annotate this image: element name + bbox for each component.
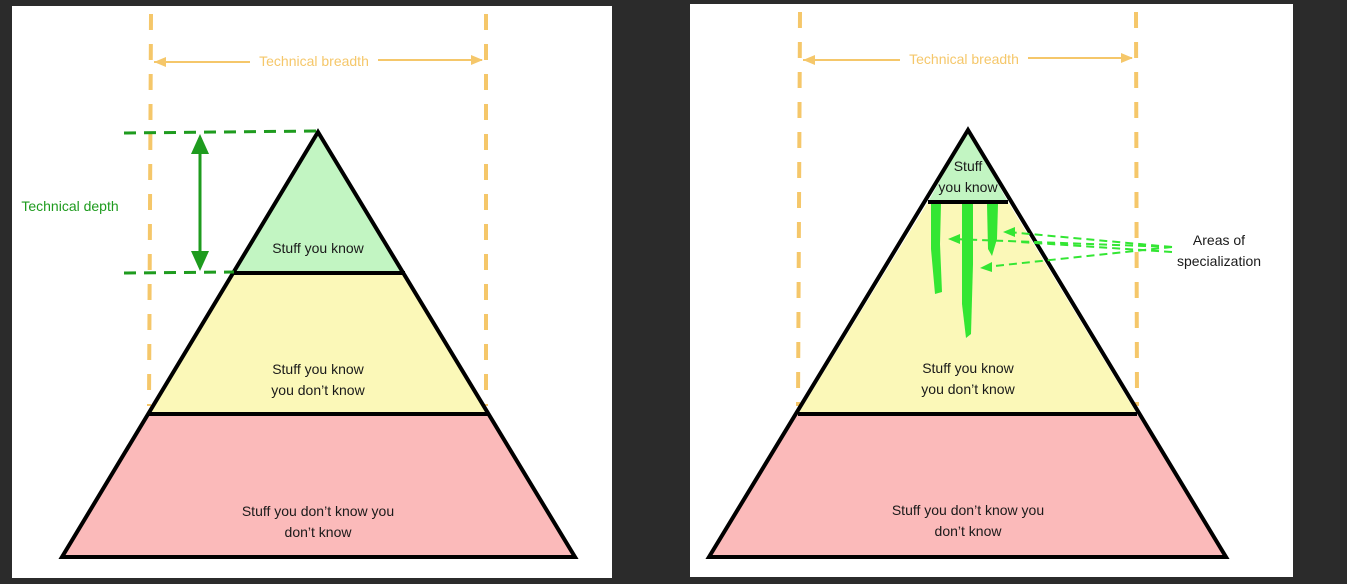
depth-guide-bottom: [123, 270, 235, 275]
right-pyramid-diagram: Technical breadth Areas of specializatio…: [705, 11, 1261, 559]
left-pyramid-diagram: Technical breadth Technical depth Stuff …: [21, 13, 579, 559]
breadth-arrow: [154, 55, 483, 67]
specialization-streak-2: [962, 204, 973, 338]
tier-known-label-1: Stuff: [954, 158, 983, 174]
specialization-streak-3: [987, 204, 998, 256]
specialization-streaks: [931, 204, 998, 338]
specialization-callout-arrows: [948, 227, 1173, 272]
pyramid-outline: [705, 126, 1230, 559]
left-diagram-panel: Technical breadth Technical depth Stuff …: [12, 6, 612, 578]
depth-arrow: [191, 134, 209, 271]
pyramid-outline: [58, 128, 579, 559]
breadth-guide-left: [147, 13, 153, 407]
specialization-label-2: specialization: [1177, 253, 1261, 269]
tier-known-label-2: you know: [938, 179, 998, 195]
tier-unknown-unknowns: [709, 414, 1226, 557]
breadth-guide-left: [796, 11, 802, 407]
depth-guide-top: [123, 129, 319, 135]
tier-known: [928, 130, 1008, 202]
tier-known: [234, 132, 405, 273]
depth-label: Technical depth: [21, 198, 118, 214]
tier-known-unknowns: [149, 273, 488, 414]
tier-unknown-unknowns-label-1: Stuff you don’t know you: [892, 502, 1044, 518]
tier-known-label: Stuff you know: [272, 240, 364, 256]
breadth-label: Technical breadth: [259, 53, 369, 69]
tier-known-unknowns-label-1: Stuff you know: [272, 361, 364, 377]
breadth-arrow: [803, 53, 1133, 65]
tier-known-unknowns-label-2: you don’t know: [271, 382, 365, 398]
tier-unknown-unknowns-label-2: don’t know: [285, 524, 353, 540]
breadth-guide-right: [1134, 11, 1139, 407]
breadth-label: Technical breadth: [909, 51, 1019, 67]
specialization-label-1: Areas of: [1193, 232, 1245, 248]
specialization-streak-1: [931, 204, 942, 294]
tier-known-unknowns-label-2: you don’t know: [921, 381, 1015, 397]
tier-unknown-unknowns-label-1: Stuff you don’t know you: [242, 503, 394, 519]
tier-unknown-unknowns: [62, 414, 575, 557]
tier-unknown-unknowns-label-2: don’t know: [935, 523, 1003, 539]
right-diagram-panel: Technical breadth Areas of specializatio…: [690, 4, 1293, 577]
tier-known-unknowns-label-1: Stuff you know: [922, 360, 1014, 376]
